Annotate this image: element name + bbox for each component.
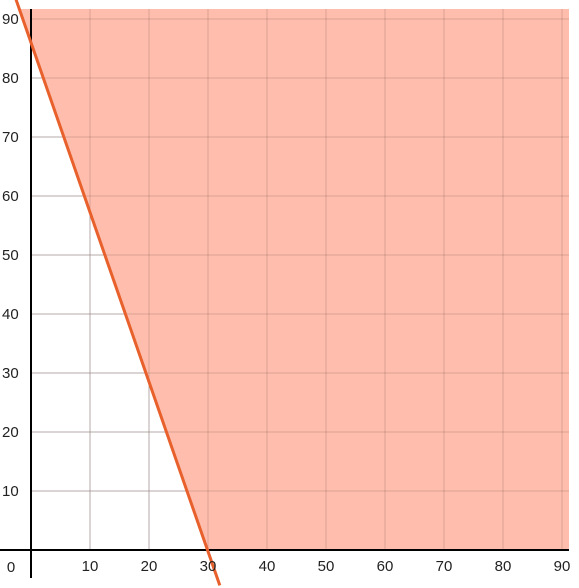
x-tick-label-30: 30 <box>200 558 217 575</box>
y-tick-label-70: 70 <box>2 129 19 146</box>
x-tick-label-10: 10 <box>82 558 99 575</box>
x-tick-label-70: 70 <box>436 558 453 575</box>
x-tick-label-60: 60 <box>377 558 394 575</box>
origin-label: 0 <box>7 559 15 576</box>
y-tick-label-30: 30 <box>2 365 19 382</box>
y-tick-label-20: 20 <box>2 424 19 441</box>
y-tick-label-80: 80 <box>2 70 19 87</box>
x-tick-label-20: 20 <box>141 558 158 575</box>
y-tick-labels: 10 20 30 40 50 60 70 80 90 <box>2 11 19 500</box>
grid-lines-over-region <box>31 9 569 550</box>
y-tick-label-40: 40 <box>2 306 19 323</box>
y-tick-label-90: 90 <box>2 11 19 28</box>
x-tick-label-80: 80 <box>495 558 512 575</box>
x-tick-label-40: 40 <box>259 558 276 575</box>
x-tick-label-90: 90 <box>554 558 571 575</box>
boundary-line <box>14 0 222 586</box>
y-tick-label-50: 50 <box>2 247 19 264</box>
x-tick-labels: 10 20 30 40 50 60 70 80 90 <box>82 558 571 575</box>
shaded-region <box>19 9 569 550</box>
y-tick-label-60: 60 <box>2 188 19 205</box>
x-tick-label-50: 50 <box>318 558 335 575</box>
y-tick-label-10: 10 <box>2 483 19 500</box>
